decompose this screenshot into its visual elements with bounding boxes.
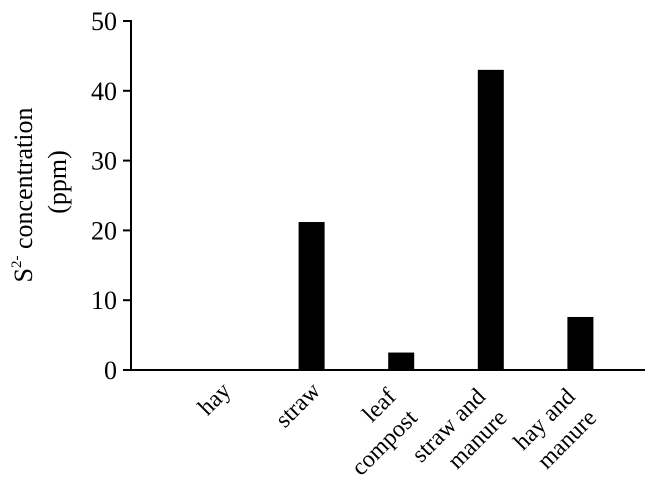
y-axis-label-line1: S2- concentration — [9, 108, 38, 283]
x-category-label-1: straw — [271, 377, 327, 433]
y-tick-label-3: 30 — [91, 147, 117, 176]
x-category-label-3: straw andmanure — [407, 384, 512, 488]
y-tick-label-2: 20 — [91, 216, 117, 245]
bar-4 — [567, 316, 594, 370]
bar-2 — [388, 352, 415, 370]
bar-1 — [298, 222, 325, 370]
y-tick-label-4: 40 — [91, 77, 117, 106]
x-category-label-4: hay andmanure — [509, 384, 602, 477]
y-axis: 0 10 20 30 40 50 — [91, 7, 132, 385]
x-category-label-0: hay — [193, 378, 236, 421]
y-axis-label-line2: (ppm) — [43, 150, 72, 214]
y-axis-label: S2- concentration (ppm) — [9, 108, 72, 283]
x-category-label-2: leafcompost — [326, 384, 423, 481]
bar-3 — [477, 69, 504, 371]
y-tick-label-5: 50 — [91, 7, 117, 36]
y-tick-label-1: 10 — [91, 286, 117, 315]
y-tick-label-0: 0 — [104, 356, 117, 385]
bars-group — [298, 69, 594, 371]
